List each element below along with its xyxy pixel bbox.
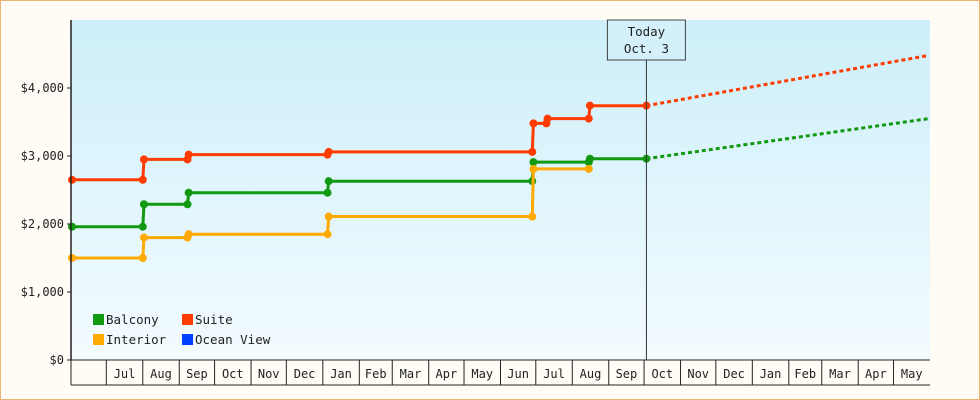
data-point <box>183 200 192 209</box>
data-point <box>528 147 537 156</box>
data-point <box>324 147 333 156</box>
projection-line-balcony <box>646 117 930 161</box>
data-point <box>323 230 332 239</box>
x-tick-label: Jan <box>760 367 782 381</box>
data-point <box>68 254 76 262</box>
data-point <box>584 114 593 123</box>
x-tick-label: Sep <box>186 367 208 381</box>
x-tick-label: Jun <box>507 367 529 381</box>
data-point <box>184 230 193 239</box>
data-point <box>543 114 552 123</box>
axes-layer: $0 $1,000 $2,000 $3,000 $4,000 Jul Aug Sep Oct No… <box>21 20 930 386</box>
data-point <box>139 200 148 209</box>
legend: Balcony Suite Interior Ocean View <box>93 312 271 347</box>
projection-line-suite <box>646 53 930 108</box>
x-tick-label: Dec <box>294 367 316 381</box>
data-point <box>138 222 147 231</box>
x-tick-label: Apr <box>865 367 887 381</box>
legend-swatch-ocean-view <box>182 334 193 345</box>
legend-swatch-suite <box>182 314 193 325</box>
legend-label-balcony: Balcony <box>106 312 159 327</box>
y-tick-label: $0 <box>50 353 64 367</box>
data-point <box>528 212 537 221</box>
today-label: Today <box>628 24 666 39</box>
data-point <box>324 177 333 186</box>
data-point <box>529 164 538 173</box>
y-tick-label: $3,000 <box>21 149 64 163</box>
x-tick-label: May <box>471 367 493 381</box>
x-tick-label: Aug <box>580 367 602 381</box>
x-tick-label: Jul <box>114 367 136 381</box>
x-tick-label: Sep <box>616 367 638 381</box>
data-point <box>184 150 193 159</box>
series-line-suite <box>69 104 648 182</box>
legend-swatch-interior <box>93 334 104 345</box>
x-tick-label: Feb <box>365 367 387 381</box>
x-tick-label: Aug <box>150 367 172 381</box>
data-point <box>529 119 538 128</box>
legend-label-interior: Interior <box>106 332 167 347</box>
x-tick-label: Nov <box>258 367 280 381</box>
series-line-interior <box>69 167 591 260</box>
data-point <box>184 188 193 197</box>
x-tick-label: Oct <box>222 367 244 381</box>
y-tick-label: $2,000 <box>21 217 64 231</box>
data-point <box>323 188 332 197</box>
data-point <box>584 164 593 173</box>
series-layer <box>68 53 930 262</box>
data-point <box>68 175 76 184</box>
x-tick-label: Feb <box>794 367 816 381</box>
series-balcony <box>68 117 930 231</box>
legend-label-suite: Suite <box>195 312 233 327</box>
y-tick-label: $1,000 <box>21 285 64 299</box>
data-point <box>529 158 538 167</box>
x-tick-label: Jan <box>330 367 352 381</box>
series-interior <box>68 164 593 262</box>
x-tick-label: Mar <box>400 367 422 381</box>
x-tick-label: Dec <box>723 367 745 381</box>
data-point <box>139 233 148 242</box>
y-tick-label: $4,000 <box>21 81 64 95</box>
x-tick-label: Mar <box>829 367 851 381</box>
plot-background <box>71 20 930 360</box>
data-point <box>139 155 148 164</box>
data-point <box>585 154 594 163</box>
data-point <box>138 254 147 262</box>
x-tick-label: Oct <box>651 367 673 381</box>
x-tick-label: May <box>901 367 923 381</box>
today-marker: Today Oct. 3 <box>606 19 686 360</box>
data-point <box>585 101 594 110</box>
series-suite <box>68 53 930 184</box>
x-tick-label: Nov <box>687 367 709 381</box>
data-point <box>68 222 76 231</box>
data-point <box>138 175 147 184</box>
x-tick-label: Jul <box>543 367 565 381</box>
today-box <box>606 19 686 61</box>
legend-label-ocean-view: Ocean View <box>195 332 271 347</box>
data-point <box>324 212 333 221</box>
x-tick-label: Apr <box>436 367 458 381</box>
legend-swatch-balcony <box>93 314 104 325</box>
today-date: Oct. 3 <box>624 41 669 56</box>
